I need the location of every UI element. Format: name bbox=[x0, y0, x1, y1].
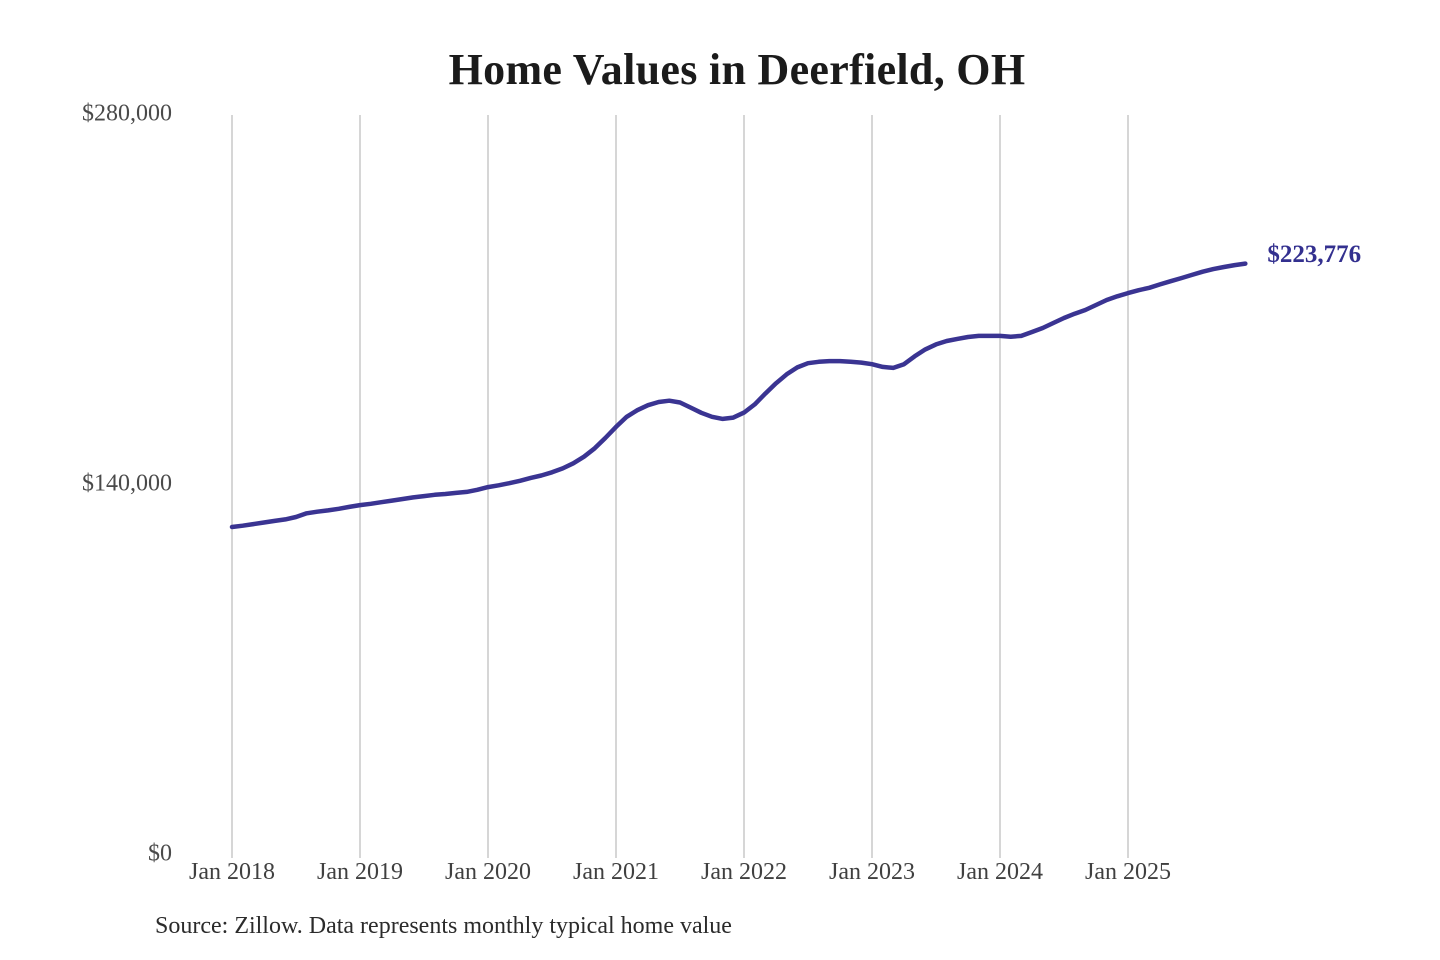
y-axis-tick-label: $140,000 bbox=[82, 470, 172, 497]
x-axis-tick-label: Jan 2019 bbox=[317, 859, 403, 885]
home-value-line bbox=[229, 261, 1248, 530]
x-axis-tick-label: Jan 2024 bbox=[957, 859, 1043, 885]
x-axis-tick-label: Jan 2022 bbox=[701, 859, 787, 885]
x-axis-tick-label: Jan 2021 bbox=[573, 859, 659, 885]
chart-title: Home Values in Deerfield, OH bbox=[448, 45, 1026, 94]
x-axis-tick-label: Jan 2020 bbox=[445, 859, 531, 885]
x-axis-tick-label: Jan 2023 bbox=[829, 859, 915, 885]
end-value-label: $223,776 bbox=[1267, 240, 1362, 268]
x-axis-tick-label: Jan 2025 bbox=[1085, 859, 1171, 885]
y-axis-tick-label: $0 bbox=[148, 840, 172, 867]
y-axis-tick-label: $280,000 bbox=[82, 100, 172, 127]
x-axis-tick-label: Jan 2018 bbox=[189, 859, 275, 885]
source-note: Source: Zillow. Data represents monthly … bbox=[155, 913, 732, 939]
